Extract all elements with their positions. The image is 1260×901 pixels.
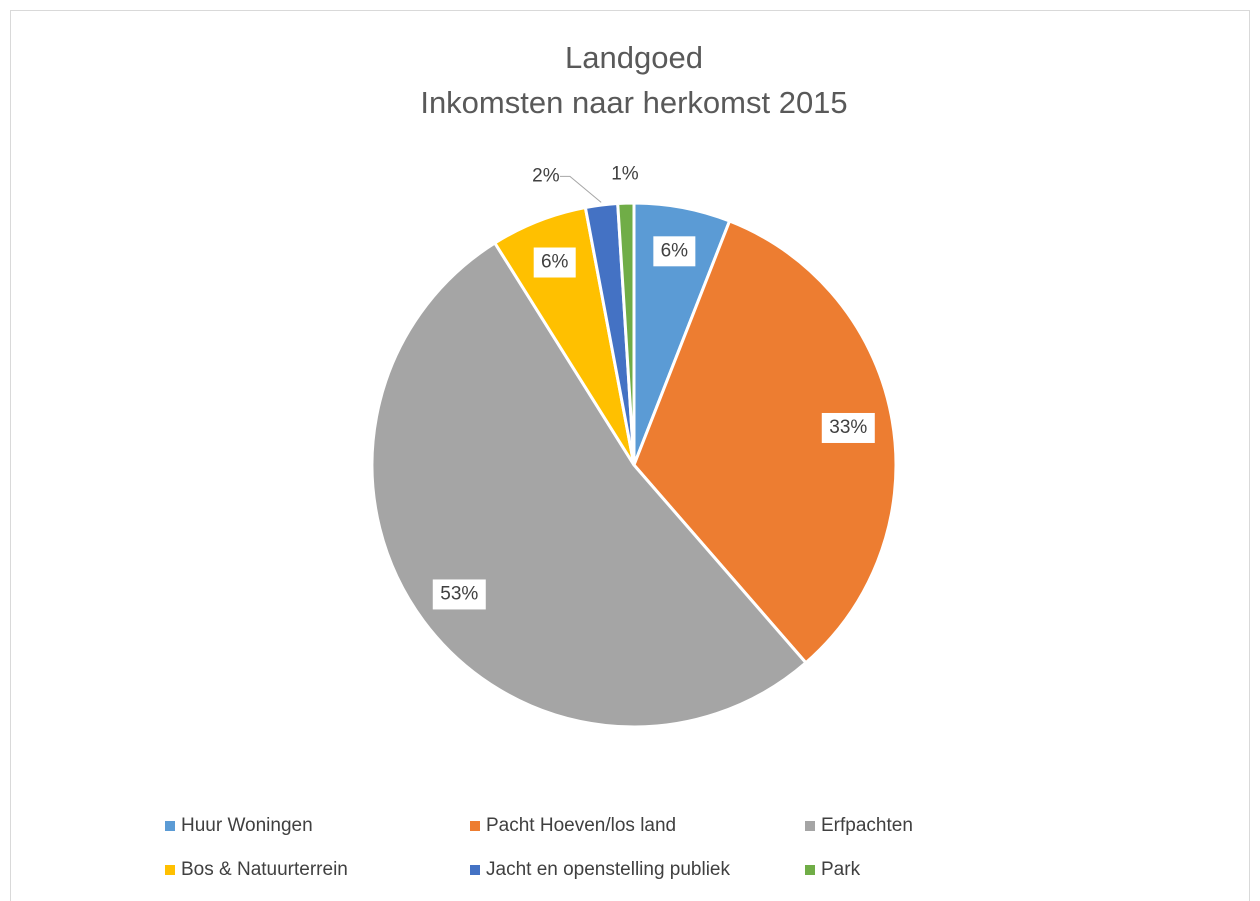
pie-slice: [616, 201, 636, 466]
data-label: 1%: [611, 163, 639, 184]
leader-line: [559, 175, 602, 203]
data-label: 53%: [440, 583, 478, 604]
data-label: 6%: [661, 240, 689, 261]
legend-swatch: [470, 865, 480, 875]
data-label: 33%: [829, 417, 867, 438]
legend-swatch: [805, 865, 815, 875]
legend-label: Park: [821, 859, 861, 880]
data-label-box: [821, 412, 875, 443]
legend-label: Jacht en openstelling publiek: [486, 859, 731, 880]
legend-swatch: [470, 821, 480, 831]
data-label-box: [653, 236, 696, 267]
data-label: 6%: [541, 252, 569, 273]
data-label-box: [533, 247, 576, 278]
legend-label: Huur Woningen: [181, 815, 313, 836]
legend-swatch: [165, 821, 175, 831]
legend-label: Bos & Natuurterrein: [181, 859, 348, 880]
legend-label: Pacht Hoeven/los land: [486, 815, 676, 836]
legend-label: Erfpachten: [821, 815, 913, 836]
pie-slice: [632, 219, 898, 665]
chart-title: Landgoed: [565, 40, 703, 75]
chart-subtitle: Inkomsten naar herkomst 2015: [420, 85, 847, 120]
data-label-box: [432, 579, 486, 610]
data-label: 2%: [532, 165, 560, 186]
legend-swatch: [165, 865, 175, 875]
legend-swatch: [805, 821, 815, 831]
